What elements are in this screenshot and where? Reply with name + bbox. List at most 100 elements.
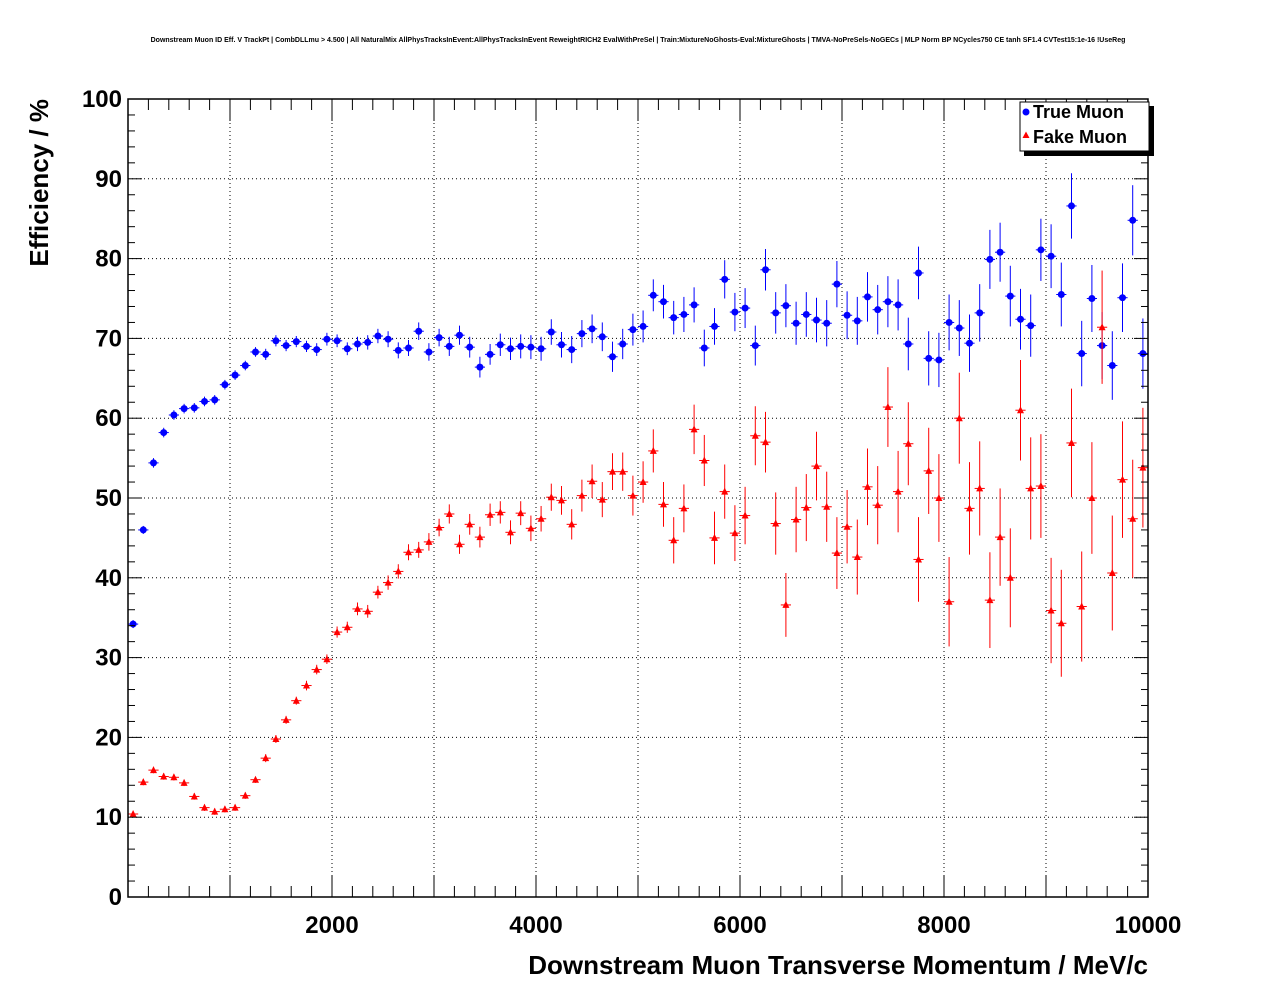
data-point [578, 330, 586, 338]
data-point [139, 778, 147, 786]
data-point [1129, 514, 1137, 522]
data-point [1119, 475, 1126, 483]
data-point [415, 327, 423, 335]
series-true-muon [128, 173, 1148, 629]
data-point [547, 328, 555, 336]
data-point [160, 429, 168, 437]
data-point [864, 482, 871, 490]
data-point [252, 775, 259, 783]
data-point [241, 791, 249, 799]
legend-label-true-muon: True Muon [1033, 102, 1124, 122]
data-point [894, 301, 902, 309]
y-tick-label: 70 [95, 325, 122, 352]
data-point [935, 356, 943, 364]
data-point [139, 526, 147, 534]
data-point [476, 533, 484, 541]
data-point [1027, 322, 1035, 330]
data-point [292, 338, 300, 346]
data-point [741, 511, 749, 519]
data-point [700, 456, 708, 464]
data-point [476, 363, 484, 371]
data-point [598, 495, 606, 503]
data-point [1006, 292, 1014, 300]
data-point [364, 338, 372, 346]
data-point [649, 291, 657, 299]
data-point [813, 462, 820, 470]
data-point [1017, 315, 1024, 323]
data-point [884, 403, 892, 411]
data-point [405, 344, 412, 352]
y-tick-label: 90 [95, 166, 122, 193]
data-point [303, 342, 310, 350]
data-point [629, 491, 637, 499]
data-point [1139, 463, 1147, 471]
data-point [272, 337, 280, 345]
x-tick-label: 6000 [713, 912, 766, 939]
data-point [1068, 438, 1075, 446]
data-point [915, 555, 922, 563]
data-point [711, 533, 718, 541]
data-point [231, 371, 239, 379]
x-tick-label: 10000 [1115, 912, 1182, 939]
x-tick-label: 4000 [509, 912, 562, 939]
data-point [558, 341, 565, 349]
data-point [935, 494, 943, 501]
data-point [731, 529, 739, 537]
y-tick-label: 40 [95, 565, 122, 592]
data-point [231, 803, 239, 811]
legend-label-fake-muon: Fake Muon [1033, 127, 1127, 147]
data-point [170, 773, 178, 781]
data-point [731, 308, 739, 316]
data-point [394, 346, 402, 354]
data-point [435, 334, 443, 342]
data-point [772, 309, 780, 317]
data-point [639, 322, 647, 330]
data-point [966, 339, 973, 347]
data-point [282, 342, 290, 350]
y-tick-label: 20 [95, 724, 122, 751]
data-point [823, 502, 831, 510]
data-point [160, 772, 168, 780]
data-point [343, 623, 351, 631]
data-point [813, 316, 820, 324]
data-point [180, 405, 188, 413]
data-point [558, 496, 565, 504]
data-point [364, 607, 372, 615]
data-point [1108, 362, 1116, 370]
data-point [690, 425, 698, 433]
y-tick-label: 0 [109, 884, 122, 911]
data-point [1006, 573, 1014, 581]
data-point [782, 302, 790, 310]
legend-box [1019, 101, 1150, 152]
axis-ticks [127, 98, 1149, 898]
data-point [517, 342, 525, 350]
data-point [343, 345, 351, 353]
data-point [751, 342, 759, 350]
data-point [537, 514, 545, 522]
data-point [792, 515, 800, 523]
data-point [833, 549, 841, 557]
data-point [129, 620, 137, 628]
data-point [262, 754, 270, 762]
data-point [762, 266, 769, 274]
data-point [313, 346, 321, 354]
data-point [884, 298, 892, 306]
data-point [211, 807, 219, 815]
data-point [751, 431, 759, 439]
y-tick-label: 30 [95, 645, 122, 672]
data-point [721, 487, 729, 495]
data-point [507, 528, 514, 536]
data-point [507, 345, 514, 353]
data-point [578, 491, 586, 499]
data-point [1108, 569, 1116, 577]
data-point [976, 484, 984, 492]
data-point [333, 628, 341, 636]
data-point [1078, 350, 1086, 358]
data-point [874, 501, 882, 509]
data-point [976, 309, 984, 317]
x-tick-label: 2000 [305, 912, 358, 939]
data-point [466, 520, 474, 528]
data-point [1098, 323, 1106, 331]
data-point [292, 696, 300, 704]
data-point [221, 381, 229, 389]
